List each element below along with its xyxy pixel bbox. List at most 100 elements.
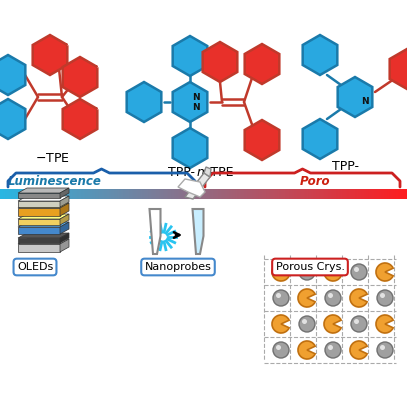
Bar: [114, 189, 115, 199]
Bar: [106, 189, 107, 199]
Bar: [99, 189, 101, 199]
Bar: [202, 189, 204, 199]
Bar: [229, 189, 231, 199]
Circle shape: [328, 345, 333, 350]
Bar: [61, 189, 62, 199]
Bar: [328, 189, 330, 199]
Bar: [95, 189, 96, 199]
Polygon shape: [18, 214, 69, 219]
Bar: [201, 189, 202, 199]
Bar: [366, 189, 368, 199]
Wedge shape: [376, 263, 393, 281]
Bar: [22, 189, 23, 199]
Bar: [387, 189, 388, 199]
Polygon shape: [60, 239, 69, 252]
Bar: [5, 189, 7, 199]
Bar: [18, 208, 60, 216]
Bar: [38, 189, 39, 199]
Circle shape: [276, 345, 281, 350]
Bar: [333, 189, 334, 199]
Bar: [216, 189, 217, 199]
Text: OLEDs: OLEDs: [17, 262, 53, 272]
Bar: [83, 189, 84, 199]
Bar: [46, 189, 48, 199]
Circle shape: [276, 293, 281, 298]
Bar: [129, 189, 130, 199]
Circle shape: [273, 342, 289, 358]
Bar: [353, 189, 354, 199]
Text: Porous Crys.: Porous Crys.: [276, 262, 344, 272]
Bar: [350, 189, 351, 199]
Bar: [155, 189, 156, 199]
Bar: [324, 189, 326, 199]
Bar: [379, 189, 380, 199]
Bar: [399, 189, 400, 199]
Bar: [33, 189, 34, 199]
Bar: [76, 189, 77, 199]
Circle shape: [380, 293, 385, 298]
Bar: [204, 189, 205, 199]
Bar: [183, 189, 184, 199]
Polygon shape: [18, 203, 69, 208]
Polygon shape: [338, 77, 372, 117]
Bar: [358, 189, 359, 199]
Bar: [20, 189, 22, 199]
Bar: [266, 189, 267, 199]
Polygon shape: [18, 222, 69, 227]
Bar: [355, 189, 357, 199]
Bar: [166, 189, 167, 199]
Bar: [9, 189, 11, 199]
Bar: [72, 189, 73, 199]
Bar: [252, 189, 254, 199]
Polygon shape: [63, 99, 97, 139]
Bar: [213, 189, 214, 199]
Bar: [15, 189, 16, 199]
Bar: [304, 189, 305, 199]
Bar: [293, 189, 294, 199]
Bar: [224, 189, 225, 199]
Bar: [53, 189, 54, 199]
Bar: [327, 189, 328, 199]
Bar: [34, 189, 35, 199]
Circle shape: [325, 342, 341, 358]
Bar: [330, 189, 331, 199]
Bar: [18, 189, 19, 199]
Bar: [271, 189, 273, 199]
Bar: [288, 189, 289, 199]
Bar: [195, 189, 197, 199]
Bar: [362, 189, 363, 199]
Bar: [178, 189, 179, 199]
Bar: [84, 189, 85, 199]
Bar: [361, 189, 362, 199]
Bar: [388, 189, 389, 199]
Bar: [392, 189, 394, 199]
Bar: [66, 189, 68, 199]
Bar: [274, 189, 276, 199]
Bar: [174, 189, 175, 199]
Bar: [28, 189, 30, 199]
Bar: [239, 189, 240, 199]
Bar: [406, 189, 407, 199]
Bar: [247, 189, 248, 199]
Bar: [7, 189, 8, 199]
Bar: [163, 189, 164, 199]
Bar: [306, 189, 308, 199]
Circle shape: [299, 316, 315, 332]
Bar: [395, 189, 396, 199]
Bar: [280, 189, 281, 199]
Bar: [101, 189, 102, 199]
Bar: [241, 189, 243, 199]
Text: Poro: Poro: [300, 175, 330, 188]
Bar: [317, 189, 319, 199]
Bar: [313, 189, 315, 199]
Wedge shape: [272, 263, 289, 281]
Bar: [98, 189, 99, 199]
Text: Nanoprobes: Nanoprobes: [144, 262, 212, 272]
Bar: [199, 189, 201, 199]
Bar: [123, 189, 125, 199]
Bar: [227, 189, 228, 199]
Bar: [115, 189, 117, 199]
Bar: [105, 189, 106, 199]
Bar: [341, 189, 342, 199]
Bar: [282, 189, 284, 199]
